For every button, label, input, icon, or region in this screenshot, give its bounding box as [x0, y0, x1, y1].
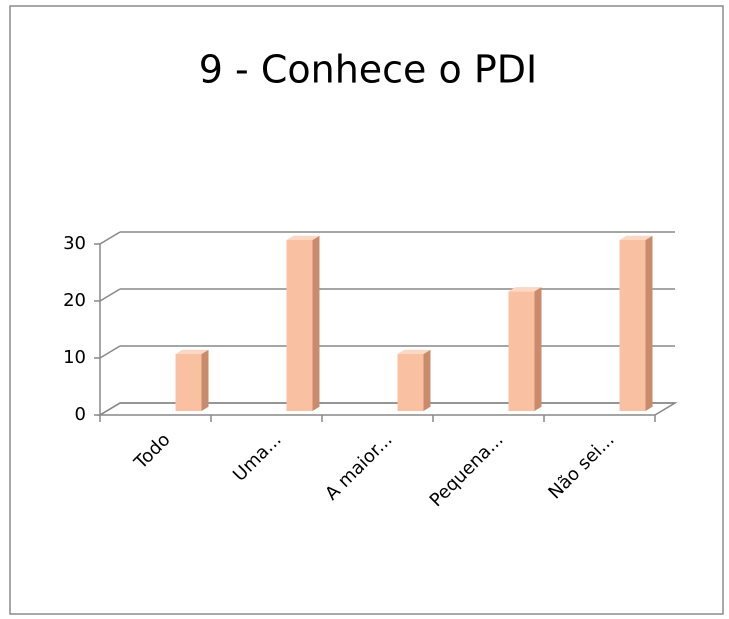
bar-side [312, 235, 320, 411]
bar-side [534, 287, 542, 411]
bar [175, 354, 202, 411]
bar-side [201, 349, 209, 411]
grid-line [99, 288, 121, 302]
grid-line [99, 345, 121, 359]
bar [619, 240, 646, 411]
bar-top [397, 349, 431, 354]
y-tick-label: 0 [75, 404, 86, 425]
y-tick-label: 30 [63, 233, 86, 254]
y-tick-label: 20 [63, 290, 86, 311]
bar-top [175, 349, 209, 354]
bar-top [286, 235, 320, 240]
chart-title: 9 - Conhece o PDI [199, 48, 537, 92]
bar [508, 291, 535, 411]
bar [286, 240, 313, 411]
bar-side [645, 235, 653, 411]
chart-frame [9, 5, 724, 615]
y-tick-label: 10 [63, 347, 86, 368]
bar-side [423, 349, 431, 411]
grid-line [99, 231, 121, 245]
bar-top [619, 235, 653, 240]
grid-line [99, 402, 121, 416]
bar [397, 354, 424, 411]
bar-top [508, 287, 542, 292]
